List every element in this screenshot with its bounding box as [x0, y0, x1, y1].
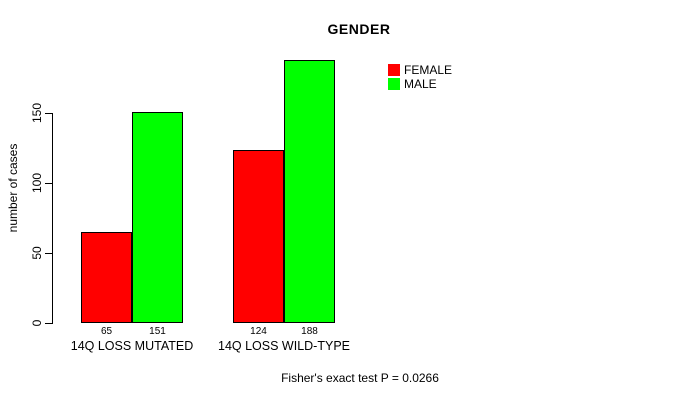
legend: FEMALE MALE: [388, 63, 452, 91]
bar-male-group1: [132, 111, 183, 323]
bar-value-label: 65: [100, 326, 113, 337]
legend-label-female: FEMALE: [404, 63, 453, 77]
y-axis-tick-label: 50: [30, 246, 44, 260]
y-axis-tick-label: 0: [30, 319, 44, 327]
chart-title: GENDER: [327, 21, 391, 37]
legend-item-male: MALE: [388, 77, 452, 91]
y-axis-tick: [45, 183, 52, 185]
y-axis-tick-label: 150: [30, 103, 44, 124]
y-axis-tick: [45, 323, 52, 324]
y-axis-tick-label: 100: [30, 173, 44, 194]
bar-value-label: 124: [250, 326, 267, 337]
category-label: 14Q LOSS WILD-TYPE: [218, 339, 350, 353]
bar-female-group1: [81, 232, 132, 323]
male-color-swatch: [388, 78, 400, 90]
bar-male-group2: [284, 60, 335, 323]
y-axis-tick: [45, 113, 52, 115]
y-axis-line: [52, 113, 53, 324]
legend-item-female: FEMALE: [388, 63, 452, 77]
fisher-test-annotation: Fisher's exact test P = 0.0266: [281, 371, 439, 385]
legend-label-male: MALE: [404, 77, 437, 91]
category-label: 14Q LOSS MUTATED: [70, 339, 194, 353]
female-color-swatch: [388, 64, 400, 76]
y-axis-tick: [45, 253, 52, 255]
bar-value-label: 188: [301, 326, 318, 337]
bar-female-group2: [233, 149, 284, 323]
bar-value-label: 151: [149, 326, 166, 337]
y-axis-label: number of cases: [6, 143, 20, 233]
